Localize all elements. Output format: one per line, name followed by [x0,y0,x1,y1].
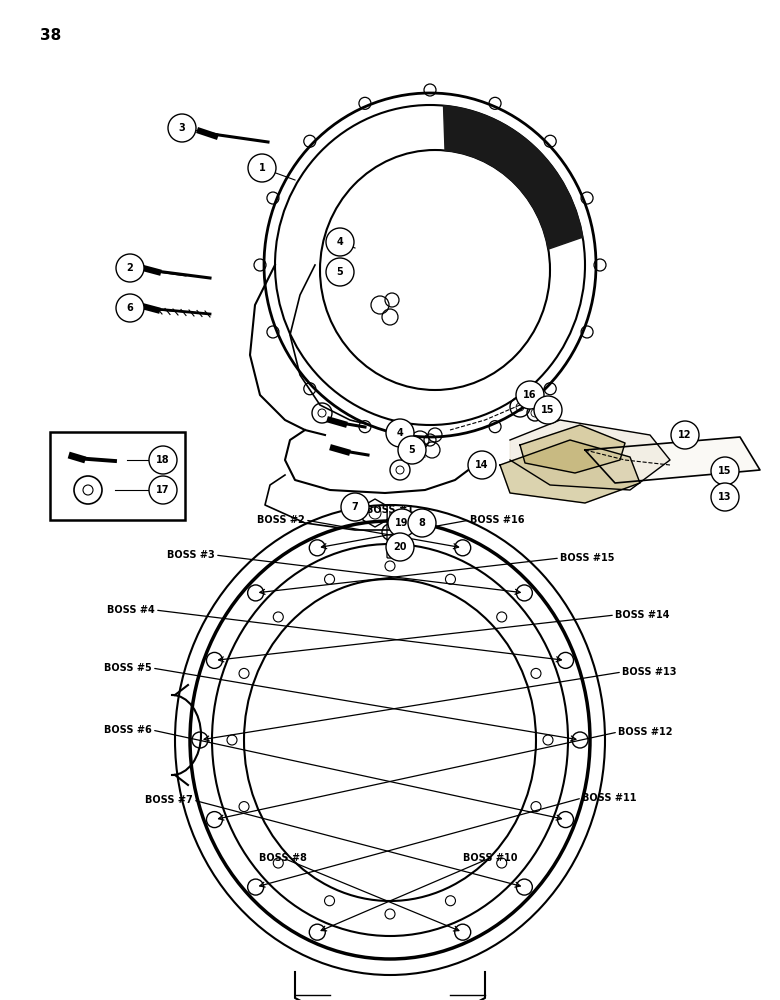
Text: BOSS #1: BOSS #1 [366,505,414,515]
Text: 7: 7 [352,502,358,512]
Polygon shape [500,440,640,503]
Circle shape [116,254,144,282]
Text: 17: 17 [156,485,170,495]
Circle shape [711,483,739,511]
Circle shape [116,294,144,322]
Circle shape [468,451,496,479]
Text: BOSS #11: BOSS #11 [582,793,636,803]
Text: 15: 15 [718,466,732,476]
Text: BOSS #4: BOSS #4 [108,605,155,615]
Text: BOSS #3: BOSS #3 [167,550,215,560]
Text: 4: 4 [396,428,403,438]
FancyBboxPatch shape [50,432,185,520]
Polygon shape [520,425,625,473]
Text: 8: 8 [419,518,425,528]
Text: BOSS #6: BOSS #6 [105,725,152,735]
Polygon shape [585,437,760,483]
Text: 1: 1 [259,163,265,173]
Text: 20: 20 [393,542,406,552]
Text: 6: 6 [126,303,133,313]
Text: 15: 15 [541,405,555,415]
Text: 16: 16 [523,390,537,400]
Text: BOSS #15: BOSS #15 [560,553,615,563]
Text: 18: 18 [156,455,170,465]
Text: BOSS #13: BOSS #13 [622,667,676,677]
Polygon shape [444,106,583,249]
Circle shape [168,114,196,142]
Text: 5: 5 [409,445,416,455]
Circle shape [149,476,177,504]
Text: 38: 38 [40,28,62,43]
Text: BOSS #16: BOSS #16 [470,515,524,525]
Circle shape [326,258,354,286]
Circle shape [341,493,369,521]
Text: 5: 5 [337,267,343,277]
Polygon shape [510,420,670,490]
Text: BOSS #2: BOSS #2 [257,515,305,525]
Circle shape [398,436,426,464]
Text: BOSS #7: BOSS #7 [145,795,193,805]
Circle shape [326,228,354,256]
Text: BOSS #10: BOSS #10 [463,853,517,863]
Text: 19: 19 [395,518,409,528]
Circle shape [408,509,436,537]
Circle shape [671,421,699,449]
Text: BOSS #12: BOSS #12 [618,727,672,737]
Text: BOSS #8: BOSS #8 [259,853,307,863]
Text: 13: 13 [718,492,732,502]
Text: BOSS #14: BOSS #14 [615,610,669,620]
Text: 4: 4 [337,237,343,247]
Circle shape [386,419,414,447]
Circle shape [248,154,276,182]
Circle shape [149,446,177,474]
Circle shape [711,457,739,485]
Circle shape [388,509,416,537]
Circle shape [386,533,414,561]
Text: BOSS #5: BOSS #5 [105,663,152,673]
Text: 2: 2 [126,263,133,273]
Text: 3: 3 [179,123,186,133]
Text: 12: 12 [679,430,692,440]
Circle shape [516,381,544,409]
Circle shape [534,396,562,424]
Text: 14: 14 [475,460,489,470]
